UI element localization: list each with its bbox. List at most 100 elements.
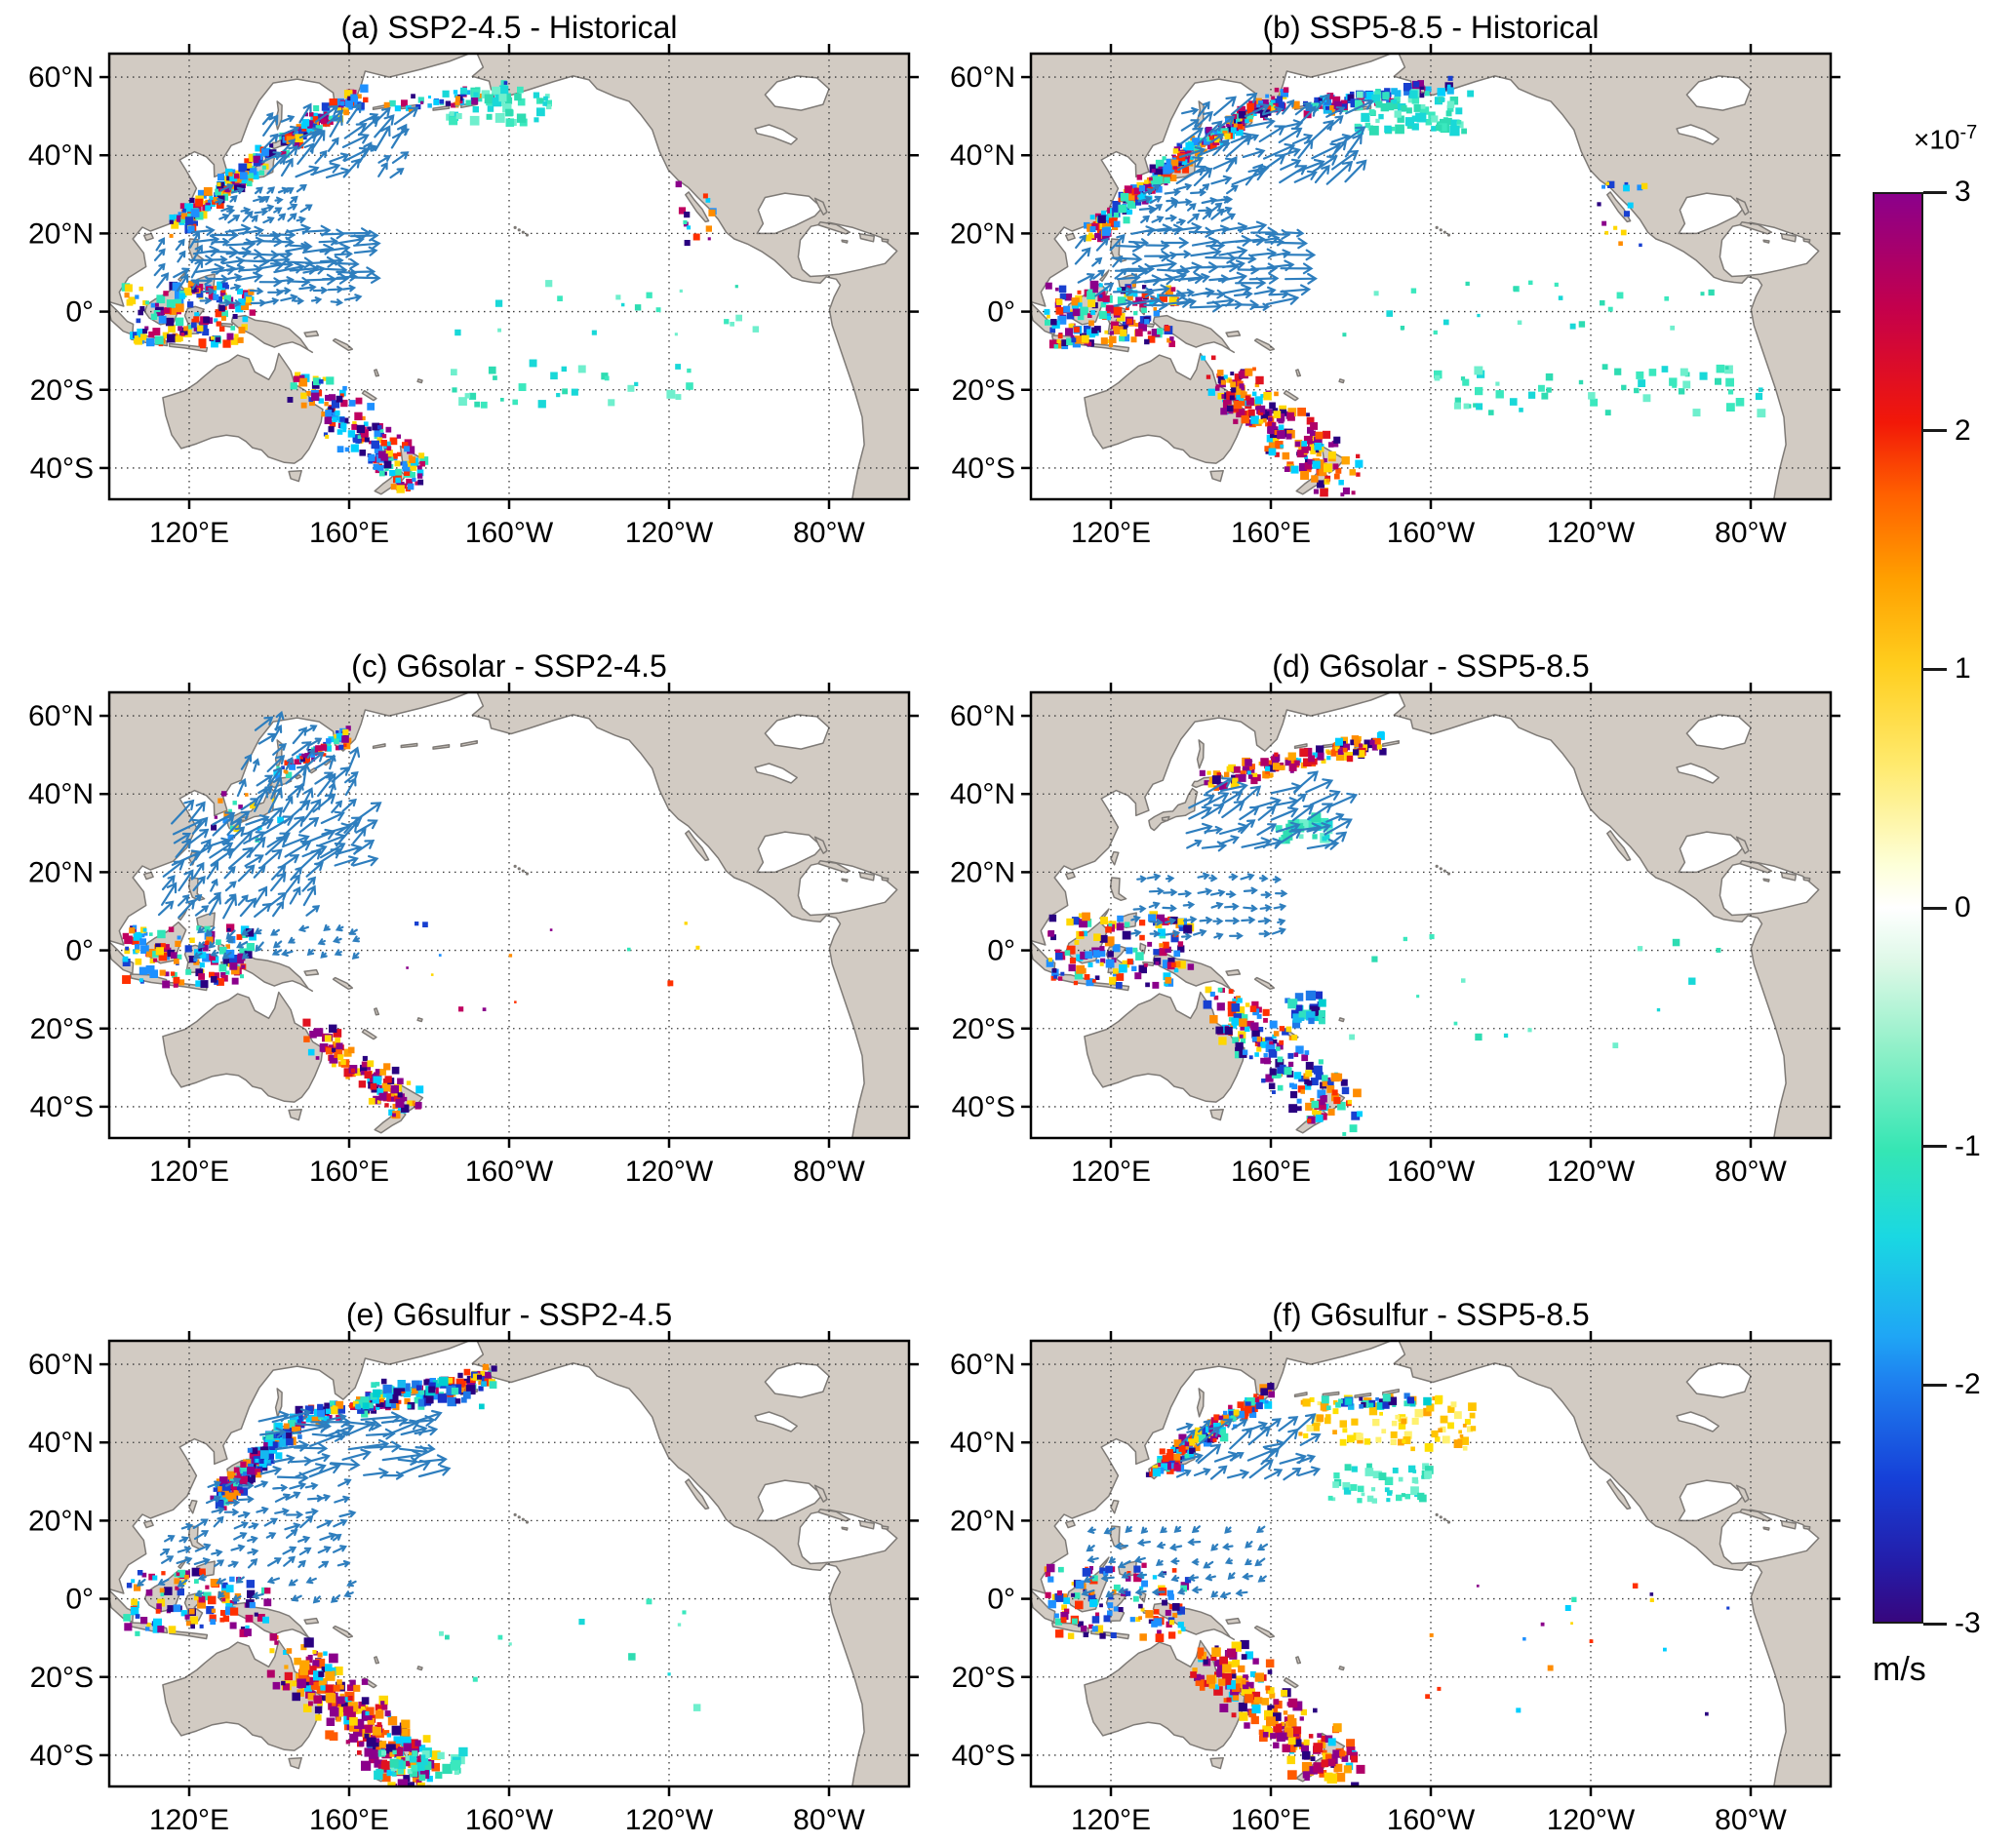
x-tick-label: 120°E (1071, 1804, 1151, 1836)
y-tick-label: 40°S (30, 452, 94, 485)
map-layers-e (109, 1341, 909, 1786)
colorbar-tick-label: 1 (1955, 652, 1971, 686)
map-canvas-b: (b) SSP5-8.5 - Historical 120°E 160°E 160°W… (950, 10, 1840, 549)
x-tick-label: 80°W (793, 1156, 865, 1188)
y-tick-label: 40°S (30, 1091, 94, 1123)
x-tick-label: 160°W (1387, 1804, 1476, 1836)
y-tick-label: 40°S (30, 1740, 94, 1772)
y-tick-label: 0° (65, 1584, 94, 1616)
x-tick-label: 120°E (149, 517, 229, 549)
colorbar-tick-label: -2 (1955, 1368, 1981, 1401)
x-tick-label: 160°E (1231, 1156, 1311, 1188)
map-panel-b: (b) SSP5-8.5 - Historical 120°E 160°E 160°W… (933, 5, 1845, 557)
colorbar-tick-mark (1923, 906, 1947, 910)
map-layers-d (1031, 692, 1831, 1138)
vector-field-f (1081, 1413, 1322, 1599)
x-tick-label: 160°W (465, 1156, 554, 1188)
y-tick-label: 40°N (950, 1427, 1015, 1459)
x-tick-label: 160°W (465, 517, 554, 549)
y-tick-label: 20°N (28, 856, 94, 888)
y-tick-label: 60°N (950, 61, 1015, 94)
colorbar-tick-mark (1923, 190, 1947, 194)
y-tick-label: 20°S (30, 1662, 94, 1694)
y-tick-label: 40°S (952, 1740, 1015, 1772)
vector-field-b (1074, 92, 1374, 313)
colorbar-scale-label: ×10-7 (1914, 122, 1978, 155)
colorbar-tick-mark (1923, 1383, 1947, 1387)
x-tick-label: 160°W (465, 1804, 554, 1836)
y-tick-label: 60°N (28, 61, 94, 94)
x-tick-label: 80°W (793, 1804, 865, 1836)
y-tick-label: 20°N (28, 1505, 94, 1537)
vector-field-c (157, 710, 382, 961)
x-tick-label: 160°E (309, 1156, 389, 1188)
y-tick-label: 0° (987, 296, 1015, 329)
map-panel-a: (a) SSP2-4.5 - Historical 120°E 160°E 160°W… (12, 5, 924, 557)
y-tick-label: 20°N (950, 1505, 1015, 1537)
x-tick-label: 160°E (309, 1804, 389, 1836)
map-panel-d: (d) G6solar - SSP5-8.5 120°E 160°E 160°W 120… (933, 644, 1845, 1196)
x-tick-label: 80°W (1715, 1804, 1787, 1836)
y-tick-label: 60°N (28, 700, 94, 732)
colorbar-tick-label: 2 (1955, 413, 1971, 447)
y-tick-label: 20°S (952, 1662, 1015, 1694)
y-tick-label: 0° (987, 1584, 1015, 1616)
colorbar-tick-mark (1923, 1622, 1947, 1626)
panel-title-f: (f) G6sulfur - SSP5-8.5 (1272, 1297, 1589, 1332)
panel-title-a: (a) SSP2-4.5 - Historical (341, 10, 678, 45)
y-tick-label: 40°N (28, 139, 94, 172)
x-tick-label: 120°W (1547, 1804, 1636, 1836)
y-tick-label: 20°S (30, 1013, 94, 1045)
colorbar-tick-label: -1 (1955, 1129, 1981, 1162)
y-tick-label: 40°N (950, 139, 1015, 172)
x-tick-label: 160°W (1387, 517, 1476, 549)
map-panel-f: (f) G6sulfur - SSP5-8.5 120°E 160°E 160°W 12… (933, 1292, 1845, 1844)
y-tick-label: 20°N (950, 217, 1015, 250)
x-tick-label: 120°E (149, 1156, 229, 1188)
map-layers-a (109, 54, 909, 499)
vector-field-e (137, 1408, 452, 1604)
map-canvas-d: (d) G6solar - SSP5-8.5 120°E 160°E 160°W 120… (950, 648, 1840, 1188)
panel-title-d: (d) G6solar - SSP5-8.5 (1272, 648, 1589, 684)
y-tick-label: 60°N (28, 1349, 94, 1381)
x-tick-label: 120°E (1071, 1156, 1151, 1188)
x-tick-label: 80°W (1715, 517, 1787, 549)
y-tick-label: 40°N (28, 778, 94, 810)
colorbar-tick-mark (1923, 667, 1947, 671)
y-tick-label: 0° (65, 935, 94, 967)
x-tick-label: 120°W (625, 1804, 714, 1836)
x-tick-label: 120°W (625, 1156, 714, 1188)
y-tick-label: 40°N (28, 1427, 94, 1459)
panel-title-e: (e) G6sulfur - SSP2-4.5 (346, 1297, 672, 1332)
map-panel-e: (e) G6sulfur - SSP2-4.5 120°E 160°E 160°W 12… (12, 1292, 924, 1844)
x-tick-label: 120°E (149, 1804, 229, 1836)
y-tick-label: 40°S (952, 1091, 1015, 1123)
y-tick-label: 20°S (952, 374, 1015, 407)
x-tick-label: 160°E (1231, 1804, 1311, 1836)
colorbar-tick-label: 3 (1955, 176, 1971, 208)
map-layers-b (1031, 54, 1831, 499)
map-layers-f (1031, 1341, 1831, 1786)
y-tick-label: 20°S (952, 1013, 1015, 1045)
y-tick-label: 0° (987, 935, 1015, 967)
y-tick-label: 60°N (950, 1349, 1015, 1381)
panel-title-c: (c) G6solar - SSP2-4.5 (351, 648, 667, 684)
panel-title-b: (b) SSP5-8.5 - Historical (1263, 10, 1600, 45)
y-tick-label: 20°N (950, 856, 1015, 888)
x-tick-label: 160°W (1387, 1156, 1476, 1188)
y-tick-label: 0° (65, 296, 94, 329)
y-tick-label: 40°N (950, 778, 1015, 810)
map-canvas-a: (a) SSP2-4.5 - Historical 120°E 160°E 160°W… (28, 10, 919, 549)
map-canvas-e: (e) G6sulfur - SSP2-4.5 120°E 160°E 160°W 12… (28, 1297, 919, 1836)
y-tick-label: 60°N (950, 700, 1015, 732)
colorbar-tick-mark (1923, 429, 1947, 433)
x-tick-label: 120°W (1547, 517, 1636, 549)
colorbar-tick-label: -3 (1955, 1607, 1981, 1639)
vector-field-d (1130, 770, 1359, 941)
y-tick-label: 20°S (30, 374, 94, 407)
x-tick-label: 120°E (1071, 517, 1151, 549)
colorbar-tick-mark (1923, 1145, 1947, 1149)
x-tick-label: 160°E (1231, 517, 1311, 549)
map-layers-c (109, 692, 909, 1138)
